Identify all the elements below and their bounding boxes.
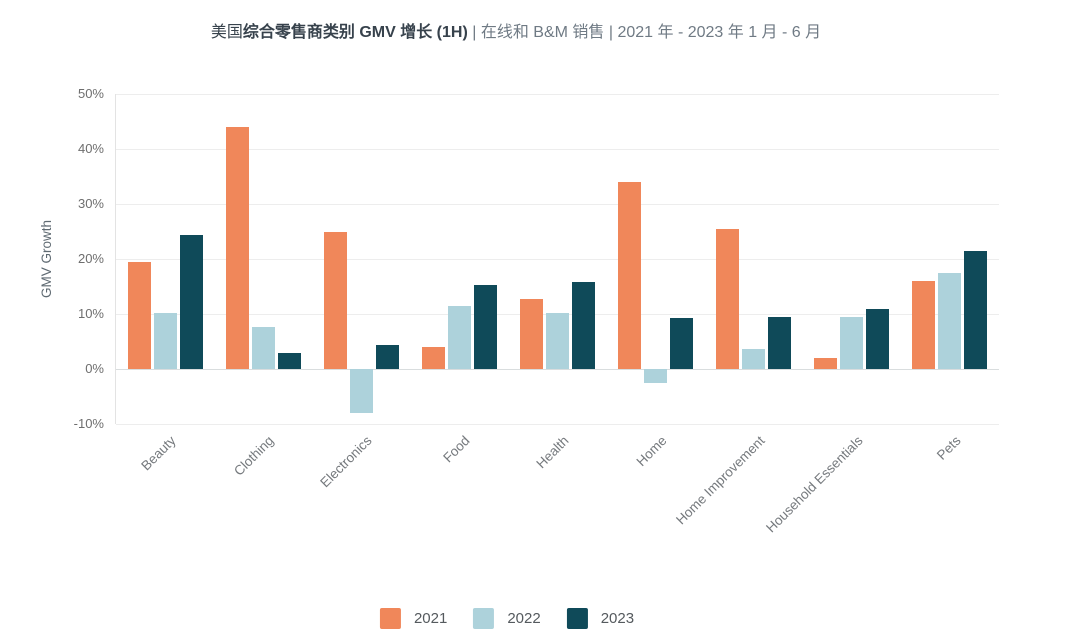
bar-2021-home[interactable] — [618, 182, 642, 369]
gridline — [116, 368, 999, 370]
bar-2022-electronics[interactable] — [349, 369, 373, 413]
legend-label-2022: 2022 — [507, 610, 541, 627]
bar-2022-beauty[interactable] — [153, 312, 177, 369]
y-tick-label: 20% — [77, 251, 104, 266]
y-tick-label: 50% — [77, 86, 104, 101]
x-axis-label: Food — [440, 433, 473, 466]
bar-2022-food[interactable] — [447, 305, 471, 369]
x-axis-label: Pets — [933, 433, 964, 463]
y-tick-label: 0% — [85, 361, 104, 376]
legend-swatch-2023 — [566, 608, 588, 629]
legend-label-2023: 2023 — [600, 610, 635, 627]
chart-title-prefix: 美国 — [210, 24, 243, 41]
bar-2022-household-essentials[interactable] — [840, 316, 864, 369]
bar-2021-household-essentials[interactable] — [814, 358, 838, 369]
bar-2023-health[interactable] — [572, 282, 595, 369]
bar-2023-beauty[interactable] — [179, 235, 203, 369]
bar-2023-home-improvement[interactable] — [768, 316, 792, 369]
y-tick-label: 10% — [77, 306, 104, 321]
bar-2023-household-essentials[interactable] — [866, 308, 890, 369]
bar-2023-pets[interactable] — [964, 250, 988, 369]
y-tick-label: 30% — [77, 196, 104, 211]
x-axis-label: Clothing — [231, 433, 277, 479]
x-axis-label: Health — [532, 433, 572, 472]
bar-2022-clothing[interactable] — [251, 326, 275, 369]
gridline — [116, 203, 999, 205]
y-tick-label: -10% — [73, 416, 104, 431]
bar-2021-home-improvement[interactable] — [716, 228, 740, 369]
legend-item-2022[interactable]: 2022 — [473, 608, 541, 629]
chart-title-main: 综合零售商类别 GMV 增长 (1H) — [242, 24, 468, 41]
bar-2022-health[interactable] — [546, 312, 569, 369]
bar-2021-health[interactable] — [520, 298, 543, 369]
legend-label-2021: 2021 — [413, 610, 448, 627]
legend-item-2023[interactable]: 2023 — [566, 608, 635, 629]
bar-2021-electronics[interactable] — [323, 231, 347, 369]
chart-title: 美国综合零售商类别 GMV 增长 (1H) | 在线和 B&M 销售 | 202… — [211, 23, 821, 43]
bar-2022-pets[interactable] — [938, 272, 962, 369]
legend-item-2021[interactable]: 2021 — [379, 608, 448, 629]
gridline — [116, 423, 999, 425]
bar-2023-home[interactable] — [670, 317, 694, 369]
bar-2023-clothing[interactable] — [277, 352, 301, 369]
chart-title-suffix: | 在线和 B&M 销售 | 2021 年 - 2023 年 1 月 - 6 月 — [467, 24, 822, 41]
y-axis-line — [115, 94, 116, 424]
legend-swatch-2022 — [473, 608, 495, 629]
bar-2021-clothing[interactable] — [225, 127, 249, 369]
bar-2021-food[interactable] — [421, 347, 445, 369]
gridline — [116, 148, 999, 150]
x-axis-label: Household Essentials — [763, 433, 866, 536]
bar-2022-home-improvement[interactable] — [742, 348, 766, 369]
bar-2023-food[interactable] — [473, 285, 497, 369]
x-axis-label: Beauty — [138, 433, 179, 474]
bar-2021-pets[interactable] — [912, 281, 936, 369]
y-tick-label: 40% — [77, 141, 104, 156]
x-axis-label: Home — [633, 433, 670, 470]
gridline — [116, 93, 999, 95]
bar-2023-electronics[interactable] — [375, 345, 399, 369]
legend-swatch-2021 — [379, 608, 401, 629]
legend: 2021 2022 2023 — [379, 608, 635, 629]
bar-2021-beauty[interactable] — [127, 261, 151, 369]
gridline — [116, 258, 999, 260]
x-axis-label: Home Improvement — [672, 433, 768, 528]
bar-2022-home[interactable] — [644, 369, 668, 384]
x-axis-label: Electronics — [317, 433, 375, 491]
